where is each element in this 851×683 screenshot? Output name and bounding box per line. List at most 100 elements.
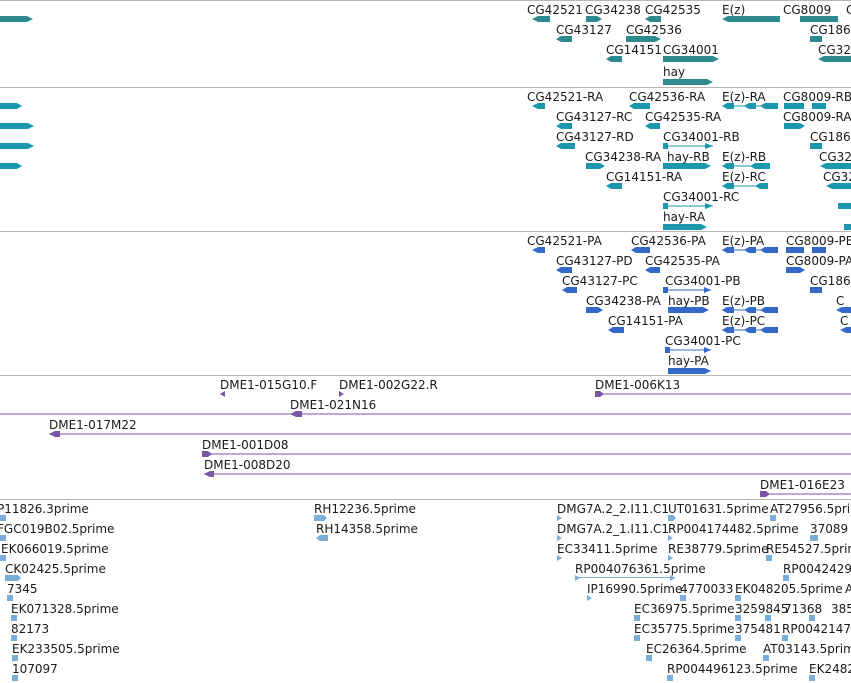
protein-label[interactable]: CG34001-PC xyxy=(665,334,741,348)
protein-label[interactable]: E(z)-PA xyxy=(722,234,765,248)
est-feature[interactable] xyxy=(12,675,18,681)
protein-label[interactable]: CG14151-PA xyxy=(608,314,683,328)
est-label[interactable]: IP16990.5prime xyxy=(587,582,683,596)
est-feature[interactable] xyxy=(809,675,815,681)
est-feature[interactable] xyxy=(557,535,562,541)
est-feature[interactable] xyxy=(11,635,17,641)
est-label[interactable]: EC26364.5prime xyxy=(646,642,747,656)
transcript-feature[interactable] xyxy=(645,123,660,129)
est-feature[interactable] xyxy=(735,615,741,621)
transcript-label[interactable]: E(z)-RA xyxy=(722,90,766,104)
protein-feature[interactable] xyxy=(786,247,826,253)
protein-feature[interactable] xyxy=(840,327,851,333)
gene-label[interactable]: CG32 xyxy=(818,43,851,57)
transcript-label[interactable]: hay-RA xyxy=(663,210,706,224)
transcript-label[interactable]: CG42536-RA xyxy=(629,90,706,104)
gene-label[interactable]: CG34001 xyxy=(663,43,719,57)
transcript-feature[interactable] xyxy=(663,203,713,209)
est-feature[interactable] xyxy=(668,535,673,541)
est-label[interactable]: RP0042147 xyxy=(782,622,851,636)
transcript-label[interactable]: CG32 xyxy=(819,150,851,164)
est-label[interactable]: RE54527.5prime xyxy=(766,542,851,556)
transcript-label[interactable]: CG8009-RB xyxy=(783,90,851,104)
bac-feature[interactable] xyxy=(339,391,344,397)
est-label[interactable]: EK2482 xyxy=(809,662,851,676)
est-label[interactable]: UT01631.5prime xyxy=(668,502,769,516)
est-label[interactable]: RH14358.5prime xyxy=(316,522,418,536)
bac-label[interactable]: DME1-006K13 xyxy=(595,378,681,392)
transcript-label[interactable]: E(z)-RC xyxy=(722,170,766,184)
bac-label[interactable]: DME1-001D08 xyxy=(202,438,289,452)
transcript-feature[interactable] xyxy=(722,183,768,189)
gene-label[interactable]: CG43127 xyxy=(556,23,612,37)
gene-feature[interactable] xyxy=(586,16,602,22)
protein-feature[interactable] xyxy=(786,267,805,273)
transcript-label[interactable]: E(z)-RB xyxy=(722,150,767,164)
gene-feature[interactable] xyxy=(0,16,33,22)
est-label[interactable]: EK233505.5prime xyxy=(12,642,120,656)
transcript-feature[interactable] xyxy=(784,123,805,129)
est-feature[interactable] xyxy=(668,515,676,521)
est-feature[interactable] xyxy=(0,515,6,521)
est-label[interactable]: AT27956.5prime xyxy=(770,502,851,516)
est-label[interactable]: RP004174482.5prime xyxy=(668,522,799,536)
est-feature[interactable] xyxy=(587,595,592,601)
transcript-feature[interactable] xyxy=(0,103,22,109)
protein-feature[interactable] xyxy=(556,267,572,273)
est-label[interactable]: 3259845 xyxy=(735,602,789,616)
transcript-feature[interactable] xyxy=(0,163,22,169)
est-label[interactable]: RE38779.5prime xyxy=(668,542,769,556)
protein-label[interactable]: CG8009-PA xyxy=(786,254,851,268)
protein-label[interactable]: hay-PB xyxy=(668,294,710,308)
gene-feature[interactable] xyxy=(810,36,822,42)
transcript-label[interactable]: CG42535-RA xyxy=(645,110,722,124)
protein-feature[interactable] xyxy=(722,327,778,333)
est-feature[interactable] xyxy=(783,575,789,581)
protein-label[interactable]: C xyxy=(840,314,849,328)
est-feature[interactable] xyxy=(735,595,741,601)
transcript-feature[interactable] xyxy=(810,143,822,149)
gene-feature[interactable] xyxy=(532,16,550,22)
transcript-feature[interactable] xyxy=(629,103,650,109)
bac-label[interactable]: DME1-002G22.R xyxy=(339,378,438,392)
transcript-label[interactable]: hay-RB xyxy=(667,150,710,164)
est-label[interactable]: 82173 xyxy=(11,622,50,636)
gene-label[interactable]: hay xyxy=(663,65,686,79)
est-feature[interactable] xyxy=(316,535,328,541)
bac-label[interactable]: DME1-015G10.F xyxy=(220,378,318,392)
protein-label[interactable]: CG186 xyxy=(810,274,851,288)
est-feature[interactable] xyxy=(766,555,772,561)
est-feature[interactable] xyxy=(314,515,327,521)
protein-label[interactable]: CG43127-PC xyxy=(562,274,638,288)
transcript-feature[interactable] xyxy=(663,224,707,230)
gene-label[interactable]: CG186 xyxy=(810,23,851,37)
protein-feature[interactable] xyxy=(608,327,624,333)
gene-feature[interactable] xyxy=(663,79,713,85)
gene-feature[interactable] xyxy=(556,36,572,42)
est-label[interactable]: CK02425.5prime xyxy=(5,562,106,576)
est-feature[interactable] xyxy=(668,555,673,561)
est-feature[interactable] xyxy=(646,655,652,661)
est-feature[interactable] xyxy=(765,615,771,621)
est-label[interactable]: EC33411.5prime xyxy=(557,542,658,556)
est-feature[interactable] xyxy=(5,575,21,581)
est-feature[interactable] xyxy=(667,675,673,681)
transcript-feature[interactable] xyxy=(556,143,575,149)
est-label[interactable]: P11826.3prime xyxy=(0,502,89,516)
protein-feature[interactable] xyxy=(586,307,603,313)
transcript-label[interactable]: CG34001-RC xyxy=(663,190,740,204)
est-label[interactable]: 4770033 xyxy=(680,582,734,596)
gene-label[interactable]: E(z) xyxy=(722,3,746,17)
bac-feature[interactable] xyxy=(595,391,604,397)
transcript-label[interactable]: CG43127-RD xyxy=(556,130,634,144)
protein-label[interactable]: E(z)-PB xyxy=(722,294,766,308)
transcript-feature[interactable] xyxy=(0,143,34,149)
protein-feature[interactable] xyxy=(722,247,778,253)
protein-label[interactable]: hay-PA xyxy=(668,354,709,368)
est-label[interactable]: FGC019B02.5prime xyxy=(0,522,115,536)
est-feature[interactable] xyxy=(12,655,18,661)
est-label[interactable]: EK071328.5prime xyxy=(11,602,119,616)
transcript-feature[interactable] xyxy=(784,103,826,109)
protein-feature[interactable] xyxy=(810,287,822,293)
est-feature[interactable] xyxy=(557,515,562,521)
